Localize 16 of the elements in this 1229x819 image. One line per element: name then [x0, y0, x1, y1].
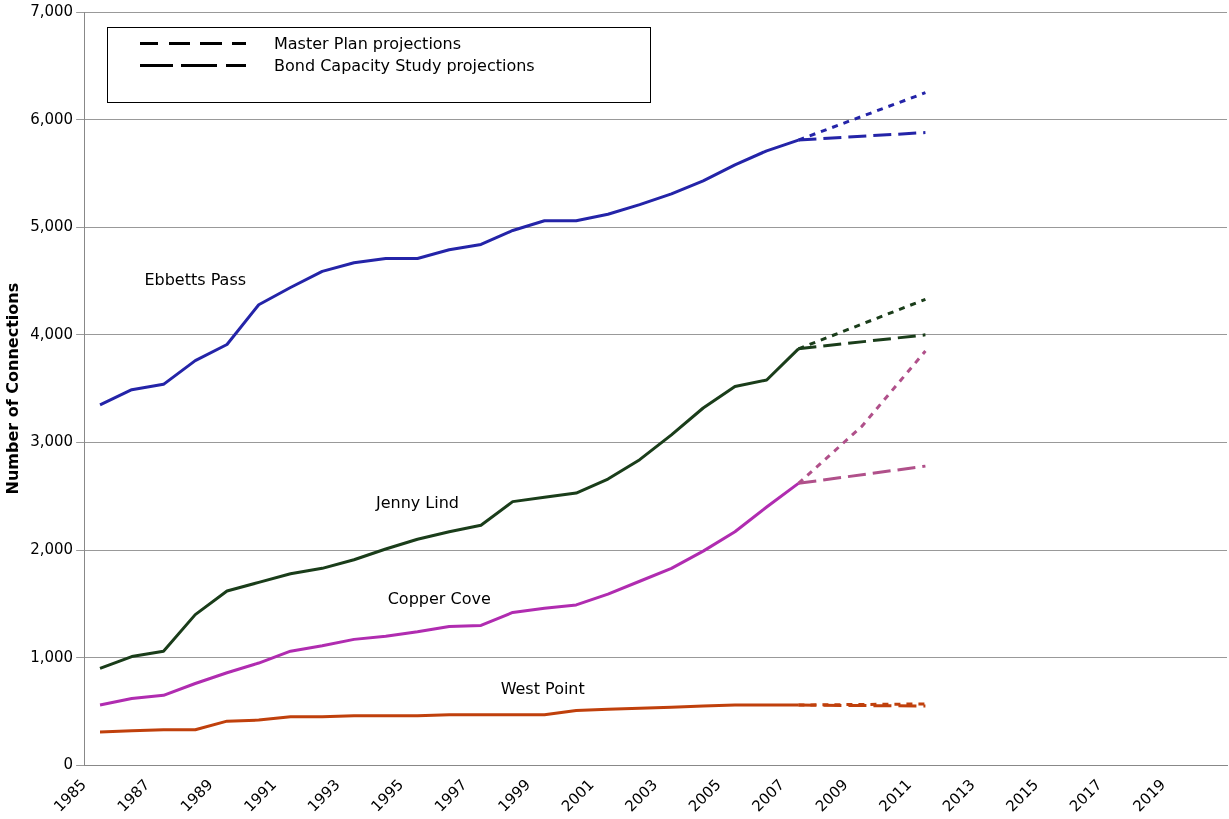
y-tick-label: 6,000: [30, 109, 74, 128]
y-tick-label: 0: [63, 755, 74, 774]
y-tick-label: 4,000: [30, 324, 74, 343]
y-axis-title: Number of Connections: [2, 282, 22, 495]
legend-box: Master Plan projections Bond Capacity Study projections: [107, 27, 651, 103]
series-label: Jenny Lind: [374, 493, 460, 513]
series-label: Ebbetts Pass: [144, 269, 247, 289]
annotation: Bond Capacity Study projections: [274, 56, 535, 75]
y-tick-label: 7,000: [30, 1, 74, 20]
series-label: Copper Cove: [387, 589, 491, 609]
y-tick-label: 2,000: [30, 539, 74, 558]
annotation: Master Plan projections: [274, 34, 462, 53]
y-tick-label: 3,000: [30, 432, 74, 451]
y-tick-label: 1,000: [30, 647, 74, 666]
series-label: West Point: [500, 678, 585, 698]
y-tick-label: 5,000: [30, 217, 74, 236]
